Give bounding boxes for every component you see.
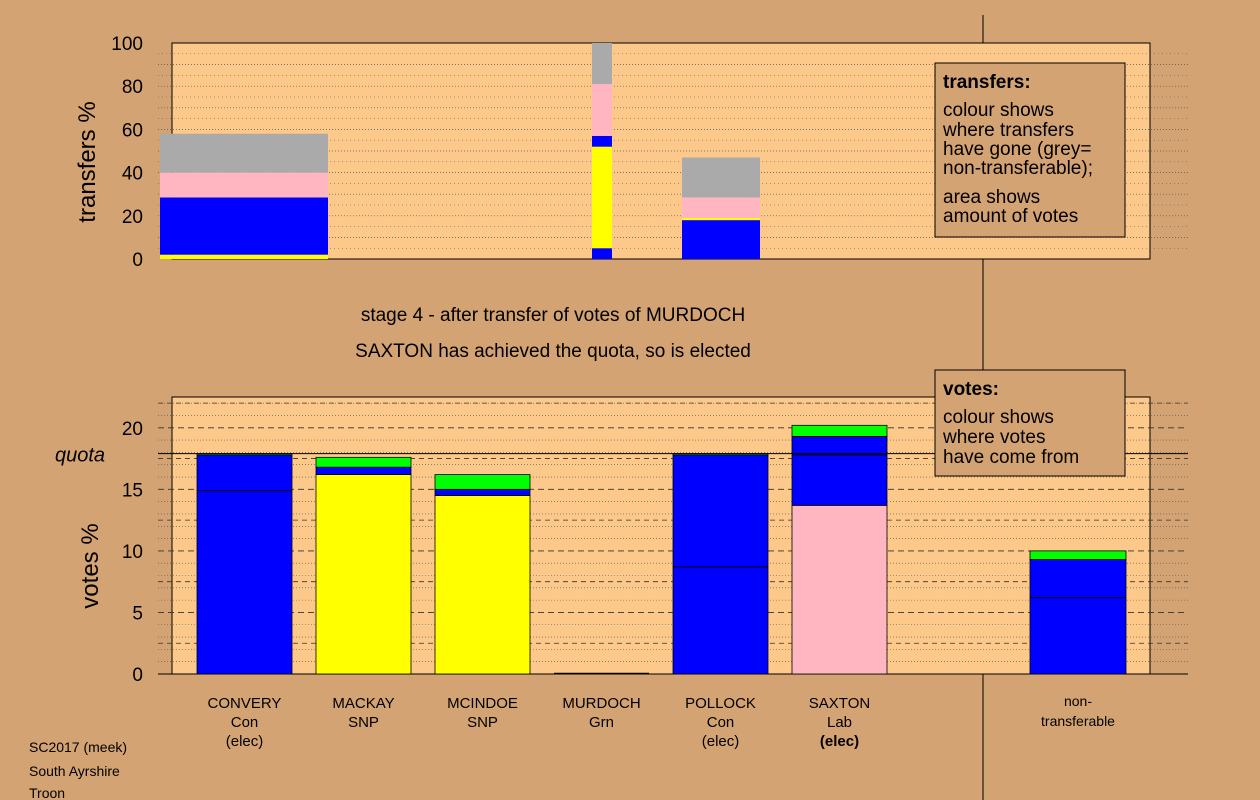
candidate-party: Lab <box>827 714 852 731</box>
transfers-legend-line: colour shows <box>943 100 1054 121</box>
footer-method: SC2017 (meek) <box>29 739 127 755</box>
votes-chart: 0 5 10 15 20 CONVERY Con (elec) MACKAY SNP MCINDO… <box>55 396 1188 750</box>
transfers-y-tick-label: 60 <box>122 120 143 141</box>
votes-y-tick-label: 5 <box>132 603 143 624</box>
candidate-party: SNP <box>348 714 379 731</box>
elected-notice: SAXTON has achieved the quota, so is ele… <box>355 341 751 362</box>
vote-bar-segment <box>434 488 531 496</box>
votes-legend: votes: colour shows where votes have com… <box>934 369 1126 477</box>
transfer-bar-segment <box>160 254 328 259</box>
vote-bar-segment <box>672 454 769 675</box>
votes-legend-line: where votes <box>942 427 1045 448</box>
transfers-legend-line: where transfers <box>942 120 1074 141</box>
transfer-bar-segment <box>592 146 612 249</box>
vote-bar-segment <box>1029 559 1127 675</box>
transfer-bar-segment <box>592 84 612 136</box>
transfers-legend-line: non-transferable); <box>943 158 1093 179</box>
transfers-y-axis-label: transfers % <box>74 101 101 222</box>
transfers-legend-line: have gone (grey= <box>943 139 1091 160</box>
candidate-status: (elec) <box>226 733 264 750</box>
candidate-party: SNP <box>467 714 498 731</box>
candidate-party: Con <box>707 714 735 731</box>
stage-description: stage 4 - after transfer of votes of MUR… <box>361 305 745 326</box>
candidate-party: Grn <box>589 714 614 731</box>
candidate-name: POLLOCK <box>685 695 756 712</box>
candidate-name: CONVERY <box>208 695 282 712</box>
candidate-status: (elec) <box>702 733 740 750</box>
vote-bar-segment <box>791 504 888 675</box>
vote-bar-segment <box>434 495 531 675</box>
votes-bars <box>196 424 1127 675</box>
vote-bar-segment <box>315 456 412 468</box>
vote-bar-segment <box>315 466 412 475</box>
transfers-legend-line: amount of votes <box>943 206 1078 227</box>
transfer-bar-segment <box>160 172 328 198</box>
candidate-name: MACKAY <box>332 695 394 712</box>
transfer-bar-segment <box>592 248 612 259</box>
votes-x-labels: CONVERY Con (elec) MACKAY SNP MCINDOE SNP MURDO… <box>208 693 1116 750</box>
vote-bar-segment <box>434 474 531 490</box>
transfer-bar-segment <box>160 197 328 255</box>
transfer-bar-segment <box>592 43 612 85</box>
transfers-y-tick-label: 80 <box>122 77 143 98</box>
candidate-name: SAXTON <box>809 695 870 712</box>
votes-legend-title: votes: <box>943 379 999 400</box>
transfer-bar-segment <box>682 197 760 218</box>
vote-bar-segment <box>791 424 888 437</box>
votes-y-tick-label: 0 <box>132 665 143 686</box>
vote-bar-segment <box>315 474 412 675</box>
transfers-legend: transfers: colour shows where transfers … <box>934 62 1126 238</box>
votes-y-tick-label: 20 <box>122 419 143 440</box>
transfers-legend-line: area shows <box>943 187 1040 208</box>
vote-bar-segment <box>196 454 293 675</box>
transfer-bar-segment <box>160 133 328 173</box>
transfers-bars <box>160 43 760 259</box>
transfers-y-tick-label: 0 <box>132 250 143 271</box>
votes-y-ticks: 0 5 10 15 20 <box>122 419 143 686</box>
transfers-y-tick-label: 40 <box>122 164 143 185</box>
votes-legend-line: have come from <box>943 447 1079 468</box>
transfers-y-tick-label: 20 <box>122 207 143 228</box>
transfer-bar-segment <box>682 220 760 259</box>
transfers-y-tick-label: 100 <box>111 34 143 55</box>
nontransferable-label: transferable <box>1041 713 1115 729</box>
transfers-legend-title: transfers: <box>943 72 1031 93</box>
votes-legend-line: colour shows <box>943 407 1054 428</box>
transfer-bar-segment <box>682 157 760 198</box>
votes-y-tick-label: 10 <box>122 542 143 563</box>
vote-bar-segment <box>1029 550 1127 560</box>
transfer-bar-segment <box>682 217 760 221</box>
votes-y-axis-label: votes % <box>77 523 104 608</box>
quota-label: quota <box>55 445 105 467</box>
footer-council: South Ayrshire <box>29 763 120 779</box>
transfers-y-ticks: 0 20 40 60 80 100 <box>111 34 143 271</box>
nontransferable-label: non- <box>1064 693 1092 709</box>
candidate-party: Con <box>231 714 259 731</box>
vote-bar-segment <box>791 435 888 506</box>
votes-y-tick-label: 15 <box>122 480 143 501</box>
candidate-name: MCINDOE <box>447 695 518 712</box>
transfer-bar-segment <box>592 135 612 147</box>
footer-ward: Troon <box>29 785 65 800</box>
candidate-name: MURDOCH <box>562 695 640 712</box>
candidate-status: (elec) <box>820 733 859 750</box>
